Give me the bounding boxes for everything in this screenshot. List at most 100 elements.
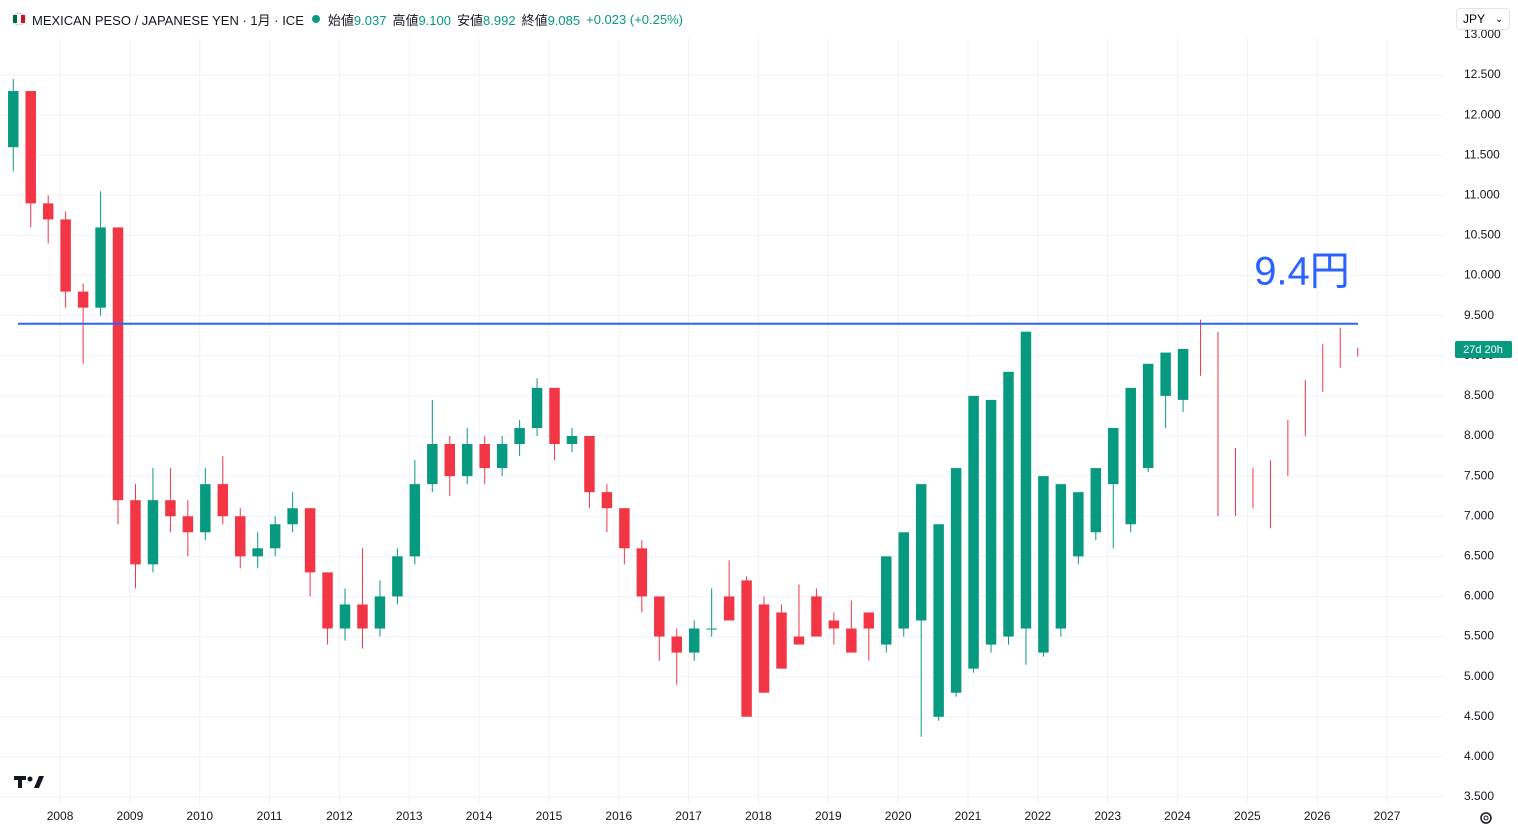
candle-body: [549, 387, 560, 445]
candle-body: [933, 524, 944, 717]
y-tick-label: 6.500: [1464, 548, 1494, 562]
candle-body: [636, 548, 648, 597]
candle-body: [112, 227, 124, 501]
ohlc-value: 9.100: [418, 12, 451, 28]
x-tick-label: 2009: [117, 809, 144, 823]
candle-body: [723, 596, 735, 621]
y-tick-label: 4.500: [1464, 709, 1494, 723]
ohlc: 始値9.037 高値9.100 安値8.992 終値9.085: [328, 10, 580, 29]
x-tick-label: 2019: [815, 809, 842, 823]
x-tick-label: 2023: [1094, 809, 1121, 823]
candle-body: [654, 596, 665, 637]
candle-body: [881, 556, 892, 645]
countdown: 27d 20h: [1463, 344, 1503, 356]
x-tick-label: 2018: [745, 809, 772, 823]
candle-body: [200, 484, 211, 533]
ohlc-value: 9.085: [547, 12, 581, 28]
candle-body: [531, 387, 543, 428]
candle-body: [182, 516, 194, 533]
candle-body: [339, 604, 351, 629]
x-tick-label: 2024: [1164, 809, 1191, 823]
y-tick-label: 7.000: [1464, 508, 1494, 522]
candle-body: [828, 620, 840, 629]
candle-body: [444, 444, 456, 477]
x-tick-label: 2027: [1374, 809, 1401, 823]
ohlc-label: 終値: [521, 12, 548, 28]
candle-body: [758, 604, 770, 693]
candle-body: [60, 219, 71, 292]
ohlc-label: 高値: [392, 12, 419, 28]
candle-body: [1142, 363, 1154, 469]
flag-icon: [12, 12, 26, 26]
candle-body: [514, 427, 525, 445]
candle-body: [915, 484, 927, 621]
candle-body: [269, 524, 281, 549]
candle-body: [1038, 476, 1049, 653]
x-tick-label: 2015: [536, 809, 563, 823]
candle-body: [392, 556, 403, 597]
y-tick-label: 13.000: [1464, 27, 1501, 41]
y-tick-label: 6.000: [1464, 589, 1494, 603]
candle-body: [950, 468, 962, 693]
ohlc-item: 安値8.992: [457, 10, 516, 29]
ohlc-item: 終値9.085: [522, 10, 581, 29]
x-tick-label: 2011: [257, 809, 283, 823]
candle-body: [776, 612, 787, 669]
y-tick-label: 9.500: [1464, 308, 1494, 322]
candle-body: [1020, 331, 1032, 629]
x-tick-label: 2017: [675, 809, 702, 823]
ohlc-label: 安値: [457, 12, 484, 28]
ohlc-value: 8.992: [483, 12, 516, 28]
candle-body: [496, 444, 508, 469]
y-tick-label: 8.500: [1464, 388, 1494, 402]
candle-body: [1090, 468, 1102, 533]
candle-body: [601, 492, 613, 509]
candle-body: [322, 572, 333, 629]
candle-body: [1125, 387, 1136, 525]
candle-body: [479, 444, 490, 469]
candle-body: [235, 516, 246, 557]
candle-body: [42, 203, 54, 220]
candle-body: [304, 508, 316, 573]
candle-body: [409, 484, 421, 557]
candle-body: [1177, 348, 1189, 400]
settings-icon[interactable]: [1478, 810, 1494, 826]
ohlc-item: 始値9.037: [328, 10, 387, 29]
y-tick-label: 5.500: [1464, 629, 1494, 643]
y-tick-label: 10.500: [1464, 228, 1501, 242]
x-tick-label: 2013: [396, 809, 423, 823]
candle-body: [217, 484, 229, 517]
x-tick-label: 2010: [186, 809, 213, 823]
candle-body: [130, 500, 141, 565]
change: +0.023 (+0.25%): [586, 11, 683, 27]
symbol: MEXICAN PESO / JAPANESE YEN · 1月 · ICE: [32, 12, 304, 28]
ohlc-label: 始値: [327, 12, 354, 28]
x-tick-label: 2008: [47, 809, 74, 823]
candle-body: [165, 500, 176, 517]
x-tick-label: 2021: [955, 809, 982, 823]
legend-header: MEXICAN PESO / JAPANESE YEN · 1月 · ICE 始…: [0, 0, 1445, 38]
y-tick-label: 12.000: [1464, 107, 1501, 121]
candle-body: [566, 435, 578, 445]
candle-body: [147, 500, 159, 565]
x-tick-label: 2020: [885, 809, 912, 823]
logo: [14, 776, 44, 788]
candle-body: [898, 532, 909, 629]
candle-body: [619, 508, 630, 549]
status-dot: [311, 15, 320, 23]
currency-dropdown[interactable]: JPY ⌄: [1456, 8, 1510, 30]
candle-body: [1055, 484, 1067, 629]
y-tick-label: 8.000: [1464, 428, 1494, 442]
candle-body: [706, 628, 717, 630]
y-tick-label: 5.000: [1464, 669, 1494, 683]
candle-body: [1073, 492, 1084, 557]
ohlc-value: 9.037: [353, 12, 387, 28]
currency: JPY: [1463, 12, 1486, 26]
candle-body: [741, 580, 752, 717]
countdown-tag: [1455, 340, 1512, 358]
x-tick-label: 2026: [1304, 809, 1331, 823]
candle-body: [25, 91, 36, 204]
candle-body: [688, 628, 700, 653]
